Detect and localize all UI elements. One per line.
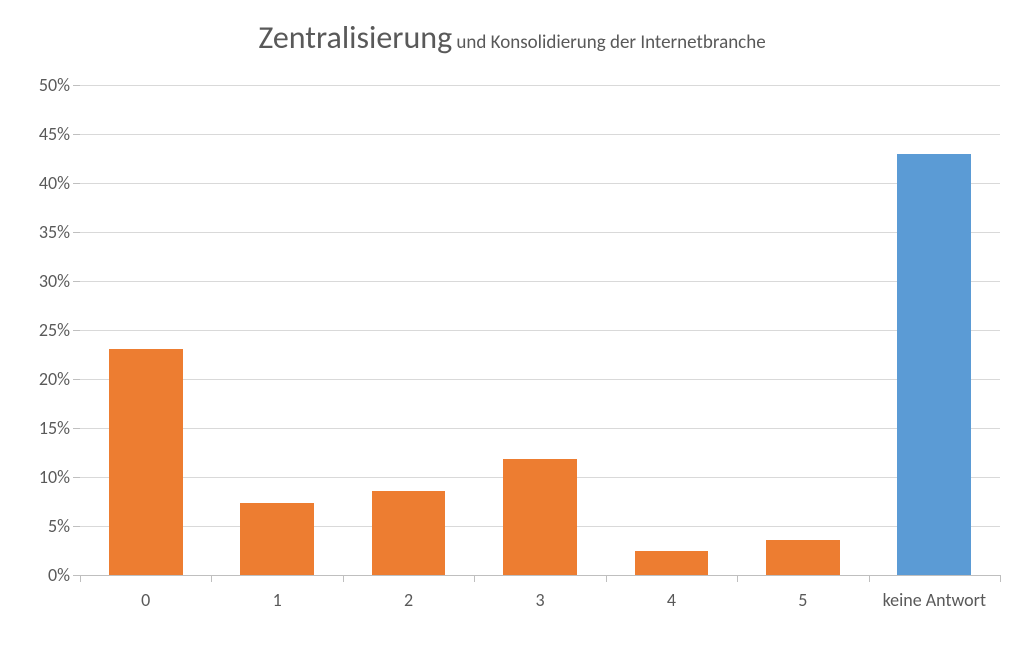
- grid-line: [80, 428, 1000, 429]
- x-tick: [211, 575, 212, 582]
- bar: [766, 540, 840, 575]
- bar: [635, 551, 709, 575]
- x-axis-label: 0: [141, 589, 150, 611]
- y-axis-label: 35%: [39, 221, 70, 243]
- x-axis-label: 3: [535, 589, 544, 611]
- y-tick: [73, 526, 80, 527]
- y-axis-label: 45%: [39, 123, 70, 145]
- y-axis-label: 30%: [39, 270, 70, 292]
- grid-line: [80, 232, 1000, 233]
- y-axis-label: 50%: [39, 74, 70, 96]
- y-tick: [73, 477, 80, 478]
- x-tick: [1000, 575, 1001, 582]
- x-tick: [474, 575, 475, 582]
- x-axis-label: 2: [404, 589, 413, 611]
- y-axis-label: 0%: [48, 564, 70, 586]
- grid-line: [80, 183, 1000, 184]
- x-axis-label: 1: [273, 589, 282, 611]
- grid-line: [80, 330, 1000, 331]
- y-tick: [73, 232, 80, 233]
- x-tick: [737, 575, 738, 582]
- x-axis-label: keine Antwort: [883, 589, 986, 611]
- bar-chart: Zentralisierung und Konsolidierung der I…: [0, 0, 1024, 648]
- grid-line: [80, 281, 1000, 282]
- y-axis-label: 10%: [39, 466, 70, 488]
- x-axis-label: 5: [798, 589, 807, 611]
- grid-line: [80, 134, 1000, 135]
- x-tick: [606, 575, 607, 582]
- y-tick: [73, 575, 80, 576]
- y-tick: [73, 134, 80, 135]
- bar: [897, 154, 971, 575]
- y-axis-label: 5%: [48, 515, 70, 537]
- plot-area: 0%5%10%15%20%25%30%35%40%45%50%012345kei…: [80, 85, 1000, 576]
- y-tick: [73, 379, 80, 380]
- x-axis-label: 4: [667, 589, 676, 611]
- x-tick: [869, 575, 870, 582]
- y-axis-label: 40%: [39, 172, 70, 194]
- chart-title: Zentralisierung und Konsolidierung der I…: [0, 18, 1024, 57]
- y-tick: [73, 85, 80, 86]
- y-tick: [73, 330, 80, 331]
- x-tick: [80, 575, 81, 582]
- y-tick: [73, 281, 80, 282]
- grid-line: [80, 379, 1000, 380]
- y-tick: [73, 428, 80, 429]
- y-tick: [73, 183, 80, 184]
- bar: [240, 503, 314, 575]
- grid-line: [80, 85, 1000, 86]
- bar: [503, 459, 577, 575]
- chart-title-main: Zentralisierung: [258, 18, 452, 57]
- bar: [109, 349, 183, 575]
- y-axis-label: 20%: [39, 368, 70, 390]
- x-tick: [343, 575, 344, 582]
- chart-title-rest: und Konsolidierung der Internetbranche: [452, 31, 766, 54]
- bar: [372, 491, 446, 575]
- y-axis-label: 25%: [39, 319, 70, 341]
- y-axis-label: 15%: [39, 417, 70, 439]
